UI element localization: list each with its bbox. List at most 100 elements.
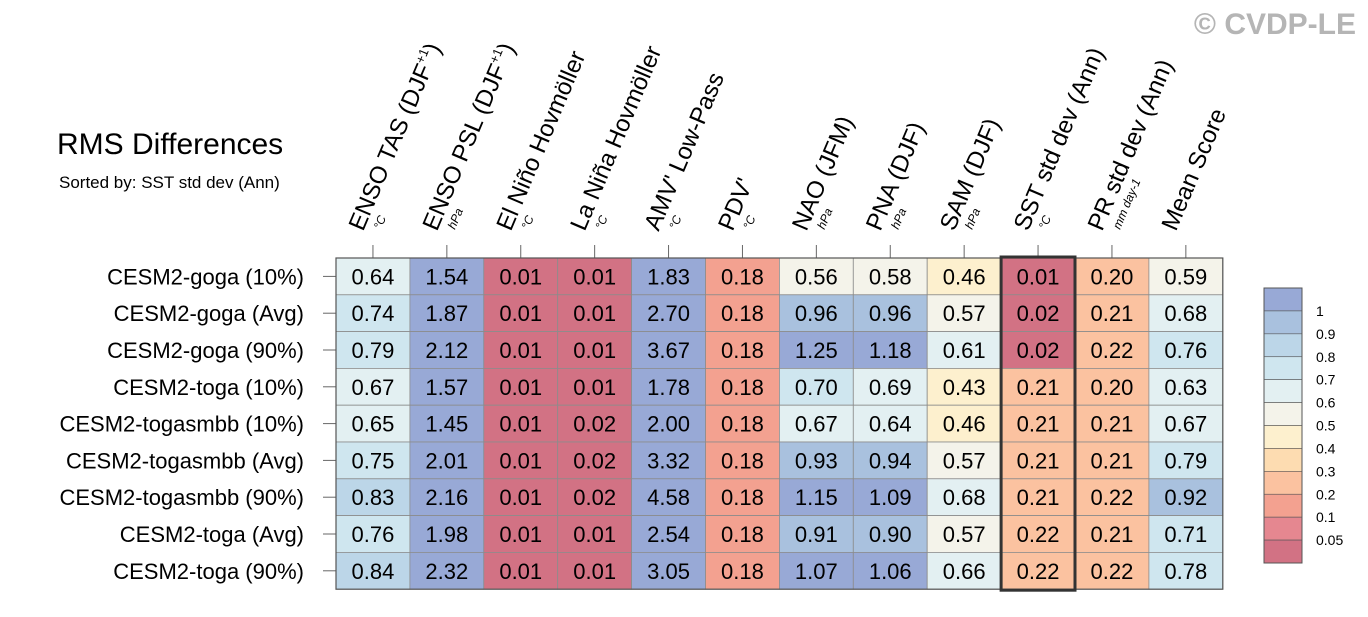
cell-value-label: 0.46	[943, 412, 986, 437]
cell-value-label: 0.96	[795, 301, 838, 326]
cell-value-label: 2.16	[425, 485, 468, 510]
row-label: CESM2-toga (Avg)	[120, 522, 304, 547]
colorbar-tick-label: 0.5	[1316, 418, 1336, 434]
heatmap-cell	[557, 367, 633, 406]
cell-value-label: 0.21	[1091, 448, 1134, 473]
heatmap-cell	[779, 367, 854, 406]
heatmap-cell	[705, 515, 780, 553]
cell-value-label: 1.07	[795, 559, 838, 584]
cell-value-label: 0.58	[869, 264, 912, 289]
heatmap-cell	[1148, 478, 1224, 516]
cell-value-label: 0.74	[352, 301, 395, 326]
heatmap-cell	[1148, 294, 1224, 332]
cell-value-label: 1.83	[647, 264, 690, 289]
heatmap-cell	[483, 294, 559, 332]
cell-value-label: 0.01	[499, 559, 542, 584]
cell-value-label: 0.57	[943, 301, 986, 326]
cell-value-label: 0.91	[795, 522, 838, 547]
colorbar-tick-label: 0.4	[1316, 440, 1336, 456]
row-label: CESM2-goga (90%)	[107, 338, 304, 363]
cell-value-label: 0.20	[1091, 264, 1134, 289]
colorbar-swatch	[1263, 516, 1303, 541]
heatmap-cell	[335, 331, 411, 369]
heatmap-cell	[926, 515, 1002, 553]
cell-value-label: 0.21	[1017, 375, 1060, 400]
column-unit-label: °C	[519, 213, 537, 231]
colorbar-swatch	[1263, 448, 1303, 472]
heatmap-cell	[705, 552, 780, 590]
cell-value-label: 0.20	[1091, 375, 1134, 400]
row-label: CESM2-togasmbb (10%)	[59, 412, 304, 437]
cell-value-label: 0.46	[943, 264, 986, 289]
cell-value-label: 3.05	[647, 559, 690, 584]
row-label: CESM2-toga (90%)	[113, 559, 304, 584]
cell-value-label: 0.01	[573, 522, 616, 547]
cell-value-label: 0.01	[573, 338, 616, 363]
column-headers: ENSO TAS (DJF+1)°C ENSO PSL (DJF+1)hPa El …	[344, 39, 1232, 258]
column-label: AMV' Low-Pass	[639, 69, 730, 235]
cell-value-label: 0.75	[352, 448, 395, 473]
heatmap-cell	[335, 367, 411, 406]
heatmap-cell	[409, 552, 485, 590]
cell-value-label: 0.01	[499, 301, 542, 326]
heatmap-cell	[557, 552, 633, 590]
cell-value-label: 0.01	[499, 485, 542, 510]
colorbar-border	[1263, 287, 1303, 564]
heatmap-cell	[926, 552, 1002, 590]
cell-value-label: 0.01	[499, 338, 542, 363]
cell-value-label: 0.84	[352, 559, 395, 584]
cell-value-label: 0.76	[352, 522, 395, 547]
cell-value-label: 1.45	[425, 412, 468, 437]
cell-value-label: 1.15	[795, 485, 838, 510]
heatmap-cell	[779, 478, 854, 516]
column-unit-label: °C	[371, 213, 389, 231]
heatmap-cell	[483, 257, 559, 296]
heatmap-cell	[631, 404, 706, 443]
cell-value-label: 2.01	[425, 448, 468, 473]
heatmap-cell	[631, 515, 706, 553]
cell-value-label: 1.98	[425, 522, 468, 547]
colorbar: 1 0.9 0.8 0.7 0.6 0.5 0.4 0.3 0.2 0.1 0.05	[1263, 287, 1343, 564]
heatmap-cell	[631, 257, 706, 296]
heatmap-cell	[926, 294, 1002, 332]
heatmap-cell	[1000, 367, 1076, 406]
cell-value-label: 0.01	[573, 375, 616, 400]
cell-value-label: 0.78	[1164, 559, 1207, 584]
heatmap-cell	[631, 367, 706, 406]
cell-value-label: 0.83	[352, 485, 395, 510]
heatmap-cells: 0.64 1.54 0.01 0.01 1.83 0.18 0.56 0.58 0.46 0.01…	[335, 257, 1224, 590]
cell-value-label: 0.69	[869, 375, 912, 400]
colorbar-swatch	[1263, 356, 1303, 380]
heatmap-cell	[779, 331, 854, 369]
heatmap-cell	[1074, 294, 1150, 332]
heatmap-cell	[1148, 331, 1224, 369]
colorbar-swatch	[1263, 493, 1303, 518]
cell-value-label: 1.54	[425, 264, 468, 289]
cell-value-label: 0.21	[1017, 412, 1060, 437]
cell-value-label: 0.96	[869, 301, 912, 326]
heatmap-cell	[409, 294, 485, 332]
cell-value-label: 1.18	[869, 338, 912, 363]
heatmap-cell	[631, 441, 706, 480]
heatmap-cell	[557, 478, 633, 516]
cell-value-label: 0.18	[721, 485, 764, 510]
column-unit-label: °C	[740, 213, 758, 231]
cell-value-label: 2.12	[425, 338, 468, 363]
cell-value-label: 0.56	[795, 264, 838, 289]
colorbar-swatch	[1263, 287, 1303, 312]
heatmap-cell	[852, 367, 928, 406]
heatmap-cell	[631, 478, 706, 516]
cell-value-label: 2.70	[647, 301, 690, 326]
heatmap-cell	[557, 515, 633, 553]
heatmap-cell	[1074, 404, 1150, 443]
heatmap-cell	[779, 441, 854, 480]
cell-value-label: 0.18	[721, 338, 764, 363]
heatmap-cell	[779, 552, 854, 590]
cell-value-label: 0.61	[943, 338, 986, 363]
cell-value-label: 0.66	[943, 559, 986, 584]
heatmap-cell	[483, 441, 559, 480]
colorbar-swatch	[1263, 402, 1303, 426]
cell-value-label: 0.01	[573, 559, 616, 584]
cell-value-label: 0.67	[795, 412, 838, 437]
